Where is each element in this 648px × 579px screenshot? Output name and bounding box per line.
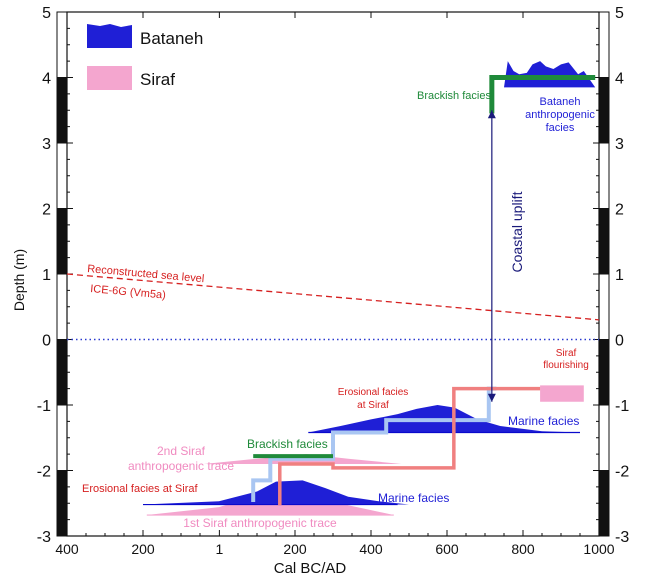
depth-bar-right-segment	[598, 11, 610, 78]
x-tick-label: 200	[131, 541, 155, 557]
y-tick-label-left: 1	[42, 267, 51, 284]
x-tick-label: 1	[215, 541, 223, 557]
depth-bar-left-segment	[56, 142, 68, 209]
y-tick-label-right: 3	[615, 136, 624, 153]
y-tick-label-right: 0	[615, 333, 624, 350]
depth-bar-right-segment	[598, 404, 610, 471]
depth-bar-right-segment	[598, 273, 610, 340]
step-line-brackish-upper	[489, 75, 596, 114]
sea-level-model-label: ICE-6G (Vm5a)	[90, 283, 167, 302]
annotation-erosional-upper-2: at Siraf	[357, 400, 389, 411]
y-tick-label-right: -3	[615, 529, 629, 546]
y-tick-label-left: 5	[42, 5, 51, 22]
distribution-bataneh-lower-marine	[143, 480, 409, 505]
y-tick-label-right: 2	[615, 202, 624, 219]
y-tick-label-left: -1	[37, 398, 51, 415]
annotation-second-trace-2: anthropogenic trace	[128, 459, 234, 473]
depth-bar-right-segment	[598, 77, 610, 144]
annotation-bataneh-anthropogenic-2: anthropogenic	[525, 109, 595, 121]
depth-bar-left-segment	[56, 273, 68, 340]
annotation-marine-lower: Marine facies	[378, 491, 449, 505]
depth-bar-left-segment	[56, 470, 68, 537]
y-tick-label-left: 4	[42, 71, 51, 88]
depth-bar-right-segment	[598, 208, 610, 275]
distribution-bataneh-anthropogenic	[504, 61, 596, 88]
y-tick-label-right: 5	[615, 5, 624, 22]
annotation-erosional-lower: Erosional facies at Siraf	[82, 483, 198, 495]
legend-label-bataneh: Bataneh	[140, 29, 203, 48]
y-tick-label-left: 0	[42, 333, 51, 350]
step-line-red	[278, 386, 541, 506]
depth-bar-left-segment	[56, 404, 68, 471]
annotation-first-trace: 1st Siraf anthropogenic trace	[183, 516, 337, 530]
legend-swatch-siraf	[87, 66, 132, 90]
y-tick-label-right: 1	[615, 267, 624, 284]
y-tick-label-right: -1	[615, 398, 629, 415]
annotation-second-trace-1: 2nd Siraf	[157, 444, 206, 458]
coastal-uplift-arrowhead-down	[487, 393, 496, 402]
depth-bar-right-segment	[598, 470, 610, 537]
legend-label-siraf: Siraf	[140, 70, 175, 89]
sea-level-line	[66, 273, 600, 321]
x-tick-label: 800	[511, 541, 535, 557]
x-tick-label: 400	[359, 541, 383, 557]
depth-bar-left-segment	[56, 77, 68, 144]
annotation-erosional-upper-1: Erosional facies	[338, 387, 409, 398]
y-tick-label-left: -3	[37, 529, 51, 546]
annotation-bataneh-anthropogenic-3: facies	[546, 122, 575, 134]
coastal-uplift-arrowhead-up	[487, 110, 496, 119]
depth-bar-left-segment	[56, 339, 68, 406]
x-tick-label: 1000	[583, 541, 614, 557]
y-tick-label-right: -2	[615, 464, 629, 481]
sea-level-label: Reconstructed sea level	[87, 263, 205, 285]
annotation-bataneh-anthropogenic-1: Bataneh	[540, 96, 581, 108]
step-line-light-blue	[251, 386, 497, 502]
y-tick-label-right: 4	[615, 71, 624, 88]
annotation-coastal-uplift: Coastal uplift	[509, 191, 525, 272]
y-axis-label: Depth (m)	[11, 249, 27, 311]
distribution-siraf-flourishing	[540, 385, 584, 402]
y-tick-label-left: -2	[37, 464, 51, 481]
annotation-siraf-flourishing-1: Siraf	[556, 348, 577, 359]
annotation-brackish-upper: Brackish facies	[417, 90, 491, 102]
annotation-siraf-flourishing-2: flourishing	[543, 360, 589, 371]
x-tick-label: 400	[55, 541, 79, 557]
depth-bar-left-segment	[56, 208, 68, 275]
x-tick-label: 600	[435, 541, 459, 557]
annotation-marine-upper: Marine facies	[508, 414, 579, 428]
depth-bar-right-segment	[598, 339, 610, 406]
depth-bar-right-segment	[598, 142, 610, 209]
x-axis-label: Cal BC/AD	[274, 560, 347, 577]
legend: Bataneh Siraf	[87, 24, 203, 90]
legend-swatch-bataneh	[87, 24, 132, 48]
y-tick-label-left: 3	[42, 136, 51, 153]
x-tick-label: 200	[283, 541, 307, 557]
annotation-brackish-lower: Brackish facies	[247, 437, 328, 451]
y-tick-label-left: 2	[42, 202, 51, 219]
depth-bar-left-segment	[56, 11, 68, 78]
